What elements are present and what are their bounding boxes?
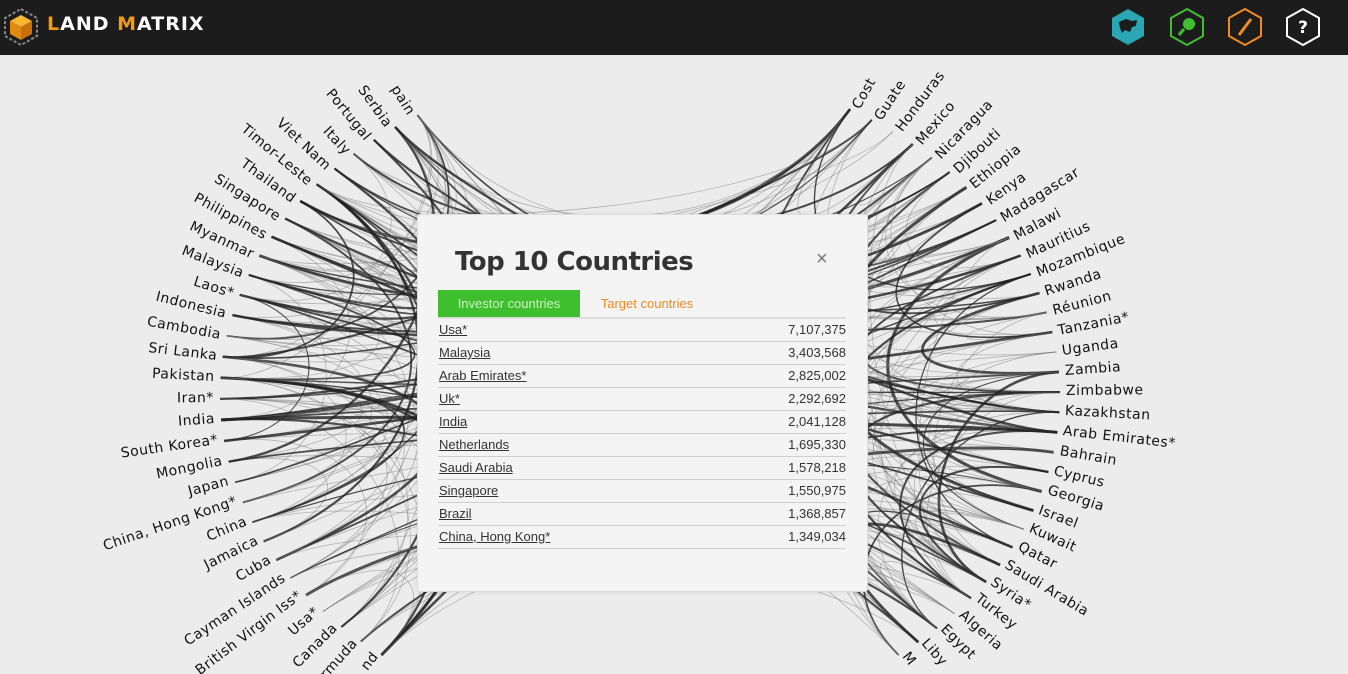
country-link[interactable]: Uk* [439, 391, 460, 406]
hectares-value: 1,349,034 [788, 529, 846, 544]
country-link[interactable]: Usa* [439, 322, 468, 337]
chord-link [899, 430, 1058, 600]
chord-link [919, 465, 1049, 583]
tab-investor-countries[interactable]: Investor countries [438, 290, 580, 317]
chord-link [220, 114, 431, 379]
chord-link [224, 294, 310, 442]
chord-link [885, 157, 1047, 318]
country-link[interactable]: Arab Emirates* [439, 368, 527, 383]
table-row: Usa* 7,107,375 [438, 319, 846, 342]
chord-link [877, 411, 1060, 629]
hectares-value: 1,368,857 [788, 506, 846, 521]
search-icon [1170, 8, 1204, 46]
chord-link [222, 200, 355, 359]
chord-link [937, 370, 1060, 584]
chord-link [226, 335, 389, 523]
table-row: Singapore 1,550,975 [438, 480, 846, 503]
top-navigation-bar: LAND MATRIX ? [0, 0, 1348, 55]
country-label[interactable]: Zimbabwe [1065, 382, 1144, 400]
hectares-value: 1,695,330 [788, 437, 846, 452]
hectares-value: 1,578,218 [788, 460, 846, 475]
table-row: India 2,041,128 [438, 411, 846, 434]
edit-pencil-icon [1228, 8, 1262, 46]
chord-link [222, 114, 433, 358]
country-table: Usa* 7,107,375 Malaysia 3,403,568 Arab Emi… [438, 319, 846, 549]
chord-link [918, 237, 1010, 599]
country-link[interactable]: Netherlands [439, 437, 510, 452]
table-row: Netherlands 1,695,330 [438, 434, 846, 457]
svg-text:?: ? [1298, 18, 1308, 38]
land-matrix-logo-icon[interactable] [0, 6, 42, 48]
table-row: China, Hong Kong* 1,349,034 [438, 526, 846, 549]
tab-target-countries[interactable]: Target countries [600, 296, 694, 311]
country-link[interactable]: Saudi Arabia [439, 460, 513, 475]
country-label[interactable]: Iran* [177, 389, 215, 407]
chord-link [872, 371, 1060, 548]
hectares-value: 7,107,375 [788, 322, 846, 337]
top-countries-dialog: Top 10 Countries × Investor countries Ta… [417, 214, 868, 592]
chord-link [220, 398, 388, 579]
help-icon: ? [1286, 8, 1320, 46]
chord-link [917, 371, 1060, 473]
chord-link [862, 484, 1042, 656]
tab-bar: Investor countries Target countries [438, 290, 846, 319]
chord-link [232, 314, 373, 503]
table-row: Saudi Arabia 1,578,218 [438, 457, 846, 480]
global-map-icon [1112, 9, 1144, 45]
chord-link [224, 439, 367, 596]
chord-link [220, 377, 405, 561]
table-row: Brazil 1,368,857 [438, 503, 846, 526]
chord-link [248, 114, 439, 283]
country-link[interactable]: China, Hong Kong* [439, 529, 551, 544]
chord-link [923, 371, 1060, 530]
chord-link [220, 377, 411, 642]
chord-link [263, 183, 420, 543]
table-row: Arab Emirates* 2,825,002 [438, 365, 846, 388]
country-label[interactable]: India [177, 410, 216, 430]
chord-link [901, 411, 1060, 629]
chord-link [895, 202, 1053, 339]
country-link[interactable]: India [439, 414, 468, 429]
country-link[interactable]: Malaysia [439, 345, 491, 360]
country-link[interactable]: Singapore [439, 483, 499, 498]
search-button[interactable] [1169, 8, 1205, 46]
chord-link [859, 143, 933, 206]
brand-name[interactable]: LAND MATRIX [47, 13, 205, 35]
chord-link [228, 126, 436, 463]
hectares-value: 2,292,692 [788, 391, 846, 406]
chord-link [417, 114, 873, 225]
hectares-value: 2,825,002 [788, 368, 846, 383]
close-icon[interactable]: × [816, 248, 828, 270]
chord-link [905, 171, 1021, 269]
country-link[interactable]: Brazil [439, 506, 472, 521]
chord-link [956, 331, 1060, 413]
dialog-title: Top 10 Countries [455, 247, 694, 277]
chord-link [222, 356, 409, 628]
hectares-value: 2,041,128 [788, 414, 846, 429]
chord-link [220, 398, 400, 642]
chord-link [220, 255, 380, 379]
hectares-value: 1,550,975 [788, 483, 846, 498]
chord-link [933, 311, 1047, 566]
hectares-value: 3,403,568 [788, 345, 846, 360]
chord-link [353, 126, 448, 210]
chord-link [239, 153, 392, 301]
country-label[interactable]: Pakistan [151, 365, 215, 385]
table-row: Malaysia 3,403,568 [438, 342, 846, 365]
table-row: Uk* 2,292,692 [438, 388, 846, 411]
global-map-button[interactable] [1110, 8, 1146, 46]
chord-link [928, 351, 1057, 530]
help-button[interactable]: ? [1285, 8, 1321, 46]
edit-button[interactable] [1227, 8, 1263, 46]
